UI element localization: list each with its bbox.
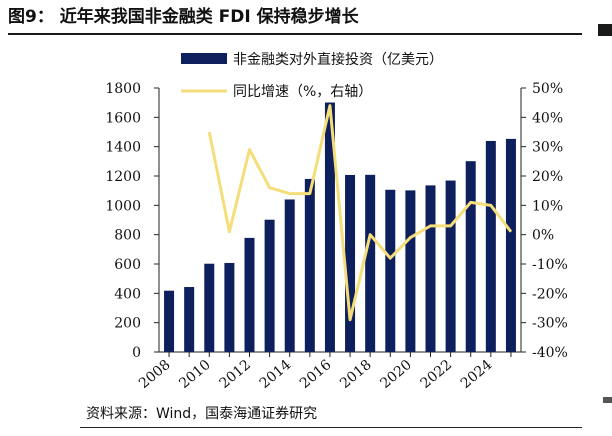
title-rule [8, 33, 582, 35]
bar [304, 178, 315, 352]
right-tick-label: 20% [532, 169, 563, 185]
left-tick-label: 1400 [105, 140, 141, 156]
edge-mark [598, 24, 612, 36]
bar [365, 174, 376, 352]
bar [425, 185, 436, 352]
figure-title: 图9： 近年来我国非金融类 FDI 保持稳步增长 [8, 7, 359, 27]
growth-line [207, 104, 513, 322]
x-tick-label: 2024 [458, 357, 496, 392]
x-tick-label: 2012 [216, 357, 254, 392]
left-tick-label: 0 [132, 345, 141, 361]
x-tick-label: 2008 [136, 357, 174, 392]
left-tick-label: 200 [114, 316, 141, 332]
right-tick-label: 30% [532, 140, 563, 156]
right-tick-label: 40% [532, 110, 563, 126]
right-tick-label: 10% [532, 198, 563, 214]
x-tick-label: 2020 [377, 357, 415, 392]
right-tick-label: 50% [532, 81, 563, 97]
x-tick-label: 2010 [176, 357, 214, 392]
x-tick-label: 2016 [297, 357, 335, 392]
x-tick-label: 2014 [257, 357, 295, 392]
bar [224, 262, 235, 352]
bar [204, 263, 215, 352]
right-tick-label: -20% [532, 286, 568, 302]
bar [505, 138, 516, 352]
right-tick-label: -30% [532, 316, 568, 332]
bar [244, 237, 255, 352]
bar [485, 140, 496, 352]
chart: 非金融类对外直接投资（亿美元） 同比增速（%，右轴） 0 200 400 600 800… [105, 51, 568, 392]
left-tick-label: 400 [114, 286, 141, 302]
left-tick-label: 800 [114, 228, 141, 244]
bar [445, 180, 456, 352]
bar [284, 199, 295, 352]
bar [385, 189, 396, 352]
bar [324, 102, 335, 353]
bottom-rule [80, 427, 582, 428]
legend-bar-swatch [181, 53, 227, 64]
bar [405, 190, 416, 352]
right-tick-label: -40% [532, 345, 568, 361]
right-tick-label: -10% [532, 257, 568, 273]
left-tick-label: 600 [114, 257, 141, 273]
left-tick-label: 1200 [105, 169, 141, 185]
x-axis: 2008 2010 2012 2014 2016 2018 2020 2022 2024 [136, 351, 521, 392]
x-tick-label: 2018 [337, 357, 375, 392]
bar [345, 174, 356, 352]
legend: 非金融类对外直接投资（亿美元） 同比增速（%，右轴） [181, 51, 443, 100]
legend-line-label: 同比增速（%，右轴） [233, 84, 372, 100]
line-series [207, 104, 513, 322]
right-axis: -40% -30% -20% -10% 0% 10% 20% 30% 40% 50% [520, 81, 568, 361]
x-tick-label: 2022 [418, 357, 456, 392]
bar [465, 161, 476, 352]
bar-series [164, 102, 516, 353]
left-axis: 0 200 400 600 800 1000 1200 1400 1600 1800 [105, 81, 160, 361]
legend-bar-label: 非金融类对外直接投资（亿美元） [233, 51, 443, 68]
edge-mark-bottom [603, 397, 612, 403]
right-tick-label: 0% [532, 228, 554, 244]
bar [264, 219, 275, 352]
left-tick-label: 1800 [105, 81, 141, 97]
left-tick-label: 1600 [105, 110, 141, 126]
bar [184, 287, 195, 352]
source-note: 资料来源：Wind，国泰海通证券研究 [86, 406, 318, 422]
bar [164, 290, 175, 352]
left-tick-label: 1000 [105, 198, 141, 214]
